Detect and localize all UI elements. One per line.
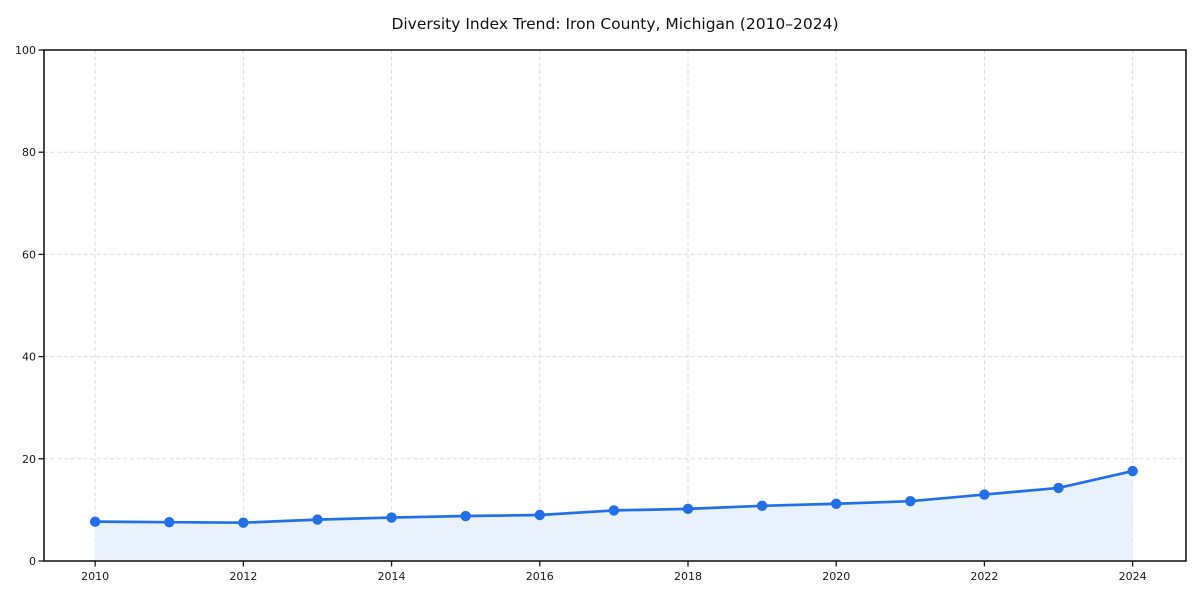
x-axis-tick-labels: 2010 2012 2014 2016 2018 2020 2022 2024 [81, 570, 1147, 583]
x-tick-label-2016: 2016 [526, 570, 554, 583]
x-tick-label-2022: 2022 [970, 570, 998, 583]
data-points [89, 465, 1138, 528]
y-tick-label-80: 80 [22, 146, 36, 159]
x-tick-label-2020: 2020 [822, 570, 850, 583]
x-tick-label-2010: 2010 [81, 570, 109, 583]
y-tick-label-20: 20 [22, 453, 36, 466]
data-point-2023 [1053, 482, 1064, 494]
y-axis-tick-labels: 0 20 40 60 80 100 [15, 44, 36, 568]
area-fill [95, 471, 1133, 561]
data-point-2016 [534, 509, 545, 521]
data-point-2021 [905, 496, 916, 507]
data-point-2024 [1127, 465, 1138, 477]
y-tick-label-0: 0 [29, 555, 36, 568]
data-point-2013 [312, 514, 323, 525]
y-tick-label-40: 40 [22, 351, 36, 364]
data-point-2018 [682, 503, 694, 515]
data-point-2012 [238, 517, 249, 528]
chart-title: Diversity Index Trend: Iron County, Mich… [391, 15, 838, 33]
x-tick-label-2018: 2018 [674, 570, 702, 583]
x-tick-label-2012: 2012 [229, 570, 257, 583]
data-point-2010 [89, 516, 101, 527]
x-tick-label-2014: 2014 [378, 570, 406, 583]
data-point-2015 [460, 510, 471, 522]
y-tick-label-100: 100 [15, 44, 36, 57]
x-tick-label-2024: 2024 [1119, 570, 1147, 583]
y-tick-label-60: 60 [22, 248, 36, 261]
plot-frame [43, 49, 1187, 562]
data-point-2022 [979, 489, 990, 500]
data-point-2011 [164, 516, 175, 528]
gridlines [44, 50, 1186, 561]
data-point-2020 [831, 498, 842, 509]
axis-tick-marks [38, 49, 1134, 567]
data-point-2017 [608, 505, 620, 516]
data-point-2019 [756, 500, 768, 512]
data-point-2014 [386, 512, 397, 523]
